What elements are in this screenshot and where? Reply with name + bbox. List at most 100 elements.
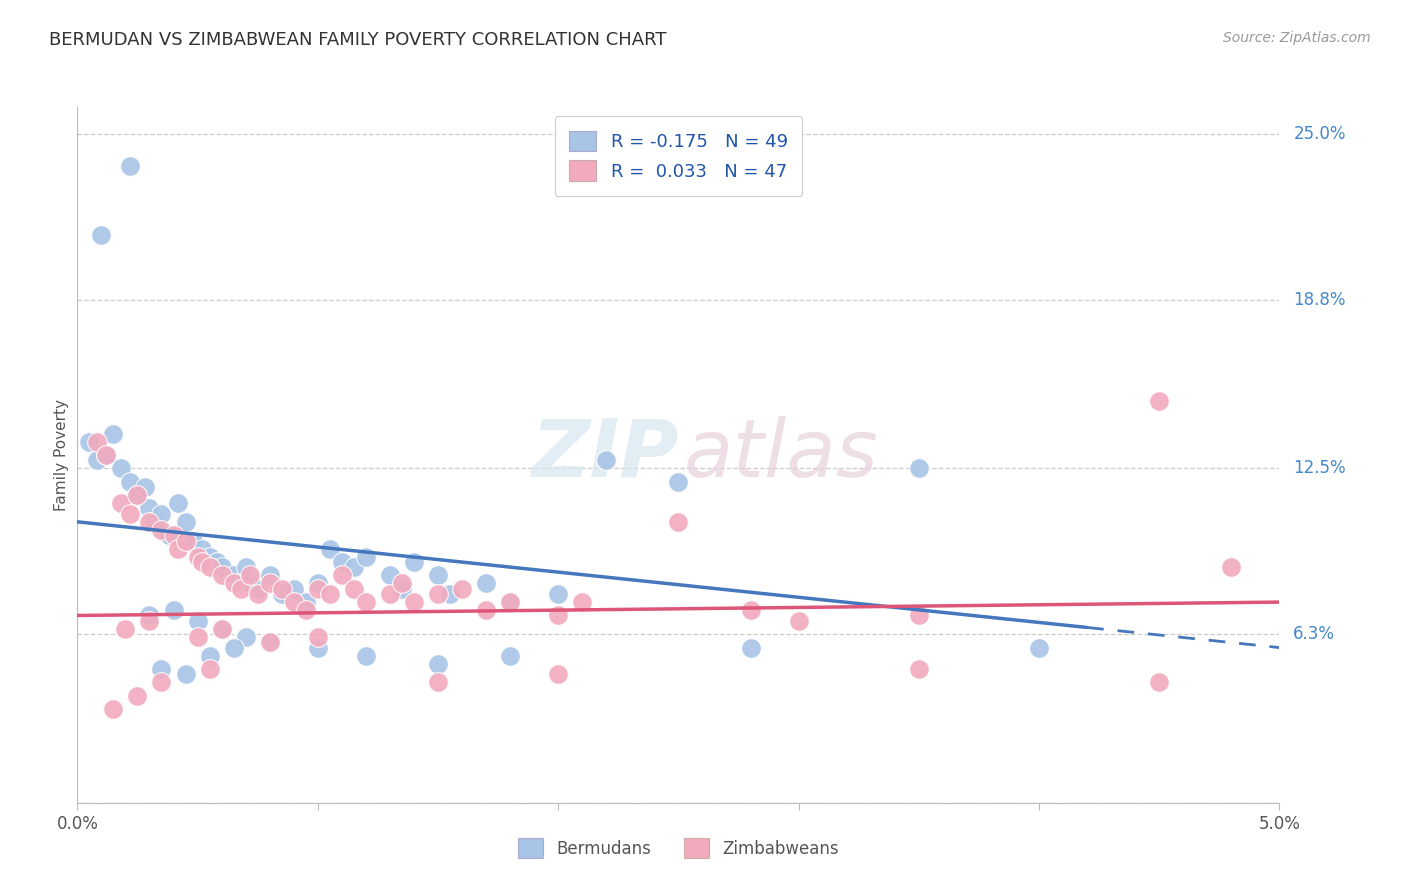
Point — [354, 549, 377, 564]
Point — [86, 434, 108, 449]
Point — [198, 560, 221, 574]
Point — [343, 560, 366, 574]
Point — [391, 576, 413, 591]
Point — [378, 568, 401, 582]
Point — [294, 603, 316, 617]
Point — [211, 622, 233, 636]
Text: 12.5%: 12.5% — [1294, 459, 1346, 477]
Point — [354, 595, 377, 609]
Point — [150, 675, 173, 690]
Point — [391, 582, 413, 596]
Point — [908, 461, 931, 475]
Point — [174, 667, 197, 681]
Point — [787, 614, 810, 628]
Point — [378, 587, 401, 601]
Point — [90, 228, 112, 243]
Point — [222, 576, 245, 591]
Point — [162, 528, 184, 542]
Point — [96, 448, 118, 462]
Point — [259, 635, 281, 649]
Point — [294, 595, 316, 609]
Point — [259, 635, 281, 649]
Point — [1149, 675, 1171, 690]
Point — [211, 568, 233, 582]
Point — [96, 448, 118, 462]
Point — [246, 582, 269, 596]
Point — [110, 496, 132, 510]
Point — [191, 555, 214, 569]
Point — [270, 582, 292, 596]
Point — [127, 488, 149, 502]
Point — [283, 595, 305, 609]
Point — [174, 515, 197, 529]
Point — [499, 595, 522, 609]
Point — [211, 560, 233, 574]
Point — [595, 453, 617, 467]
Point — [547, 667, 569, 681]
Point — [222, 640, 245, 655]
Point — [205, 555, 228, 569]
Point — [239, 568, 262, 582]
Point — [150, 662, 173, 676]
Point — [167, 541, 190, 556]
Point — [547, 587, 569, 601]
Text: Source: ZipAtlas.com: Source: ZipAtlas.com — [1223, 31, 1371, 45]
Text: 6.3%: 6.3% — [1294, 625, 1336, 643]
Point — [134, 480, 156, 494]
Text: ZIP: ZIP — [531, 416, 679, 494]
Point — [330, 568, 353, 582]
Point — [120, 475, 142, 489]
Point — [246, 587, 269, 601]
Point — [499, 595, 522, 609]
Point — [138, 501, 160, 516]
Point — [1149, 394, 1171, 409]
Point — [79, 434, 101, 449]
Point — [668, 515, 690, 529]
Point — [198, 648, 221, 663]
Point — [150, 523, 173, 537]
Point — [307, 630, 329, 644]
Point — [103, 426, 125, 441]
Point — [138, 608, 160, 623]
Point — [547, 608, 569, 623]
Point — [235, 560, 257, 574]
Point — [402, 555, 425, 569]
Point — [571, 595, 593, 609]
Y-axis label: Family Poverty: Family Poverty — [53, 399, 69, 511]
Point — [283, 582, 305, 596]
Point — [211, 622, 233, 636]
Point — [475, 603, 498, 617]
Point — [229, 582, 252, 596]
Point — [343, 582, 366, 596]
Point — [127, 488, 149, 502]
Point — [138, 515, 160, 529]
Point — [167, 496, 190, 510]
Point — [451, 582, 474, 596]
Point — [259, 576, 281, 591]
Point — [330, 555, 353, 569]
Point — [174, 533, 197, 548]
Point — [186, 614, 209, 628]
Point — [157, 528, 180, 542]
Point — [270, 587, 292, 601]
Text: BERMUDAN VS ZIMBABWEAN FAMILY POVERTY CORRELATION CHART: BERMUDAN VS ZIMBABWEAN FAMILY POVERTY CO… — [49, 31, 666, 49]
Point — [319, 587, 342, 601]
Point — [198, 662, 221, 676]
Point — [908, 662, 931, 676]
Point — [143, 515, 166, 529]
Point — [103, 702, 125, 716]
Point — [427, 587, 450, 601]
Point — [439, 587, 461, 601]
Point — [191, 541, 214, 556]
Text: atlas: atlas — [683, 416, 877, 494]
Point — [740, 640, 762, 655]
Text: 25.0%: 25.0% — [1294, 125, 1346, 143]
Text: 18.8%: 18.8% — [1294, 291, 1346, 309]
Point — [668, 475, 690, 489]
Point — [186, 630, 209, 644]
Point — [181, 533, 204, 548]
Point — [259, 568, 281, 582]
Point — [1028, 640, 1050, 655]
Point — [427, 657, 450, 671]
Point — [186, 549, 209, 564]
